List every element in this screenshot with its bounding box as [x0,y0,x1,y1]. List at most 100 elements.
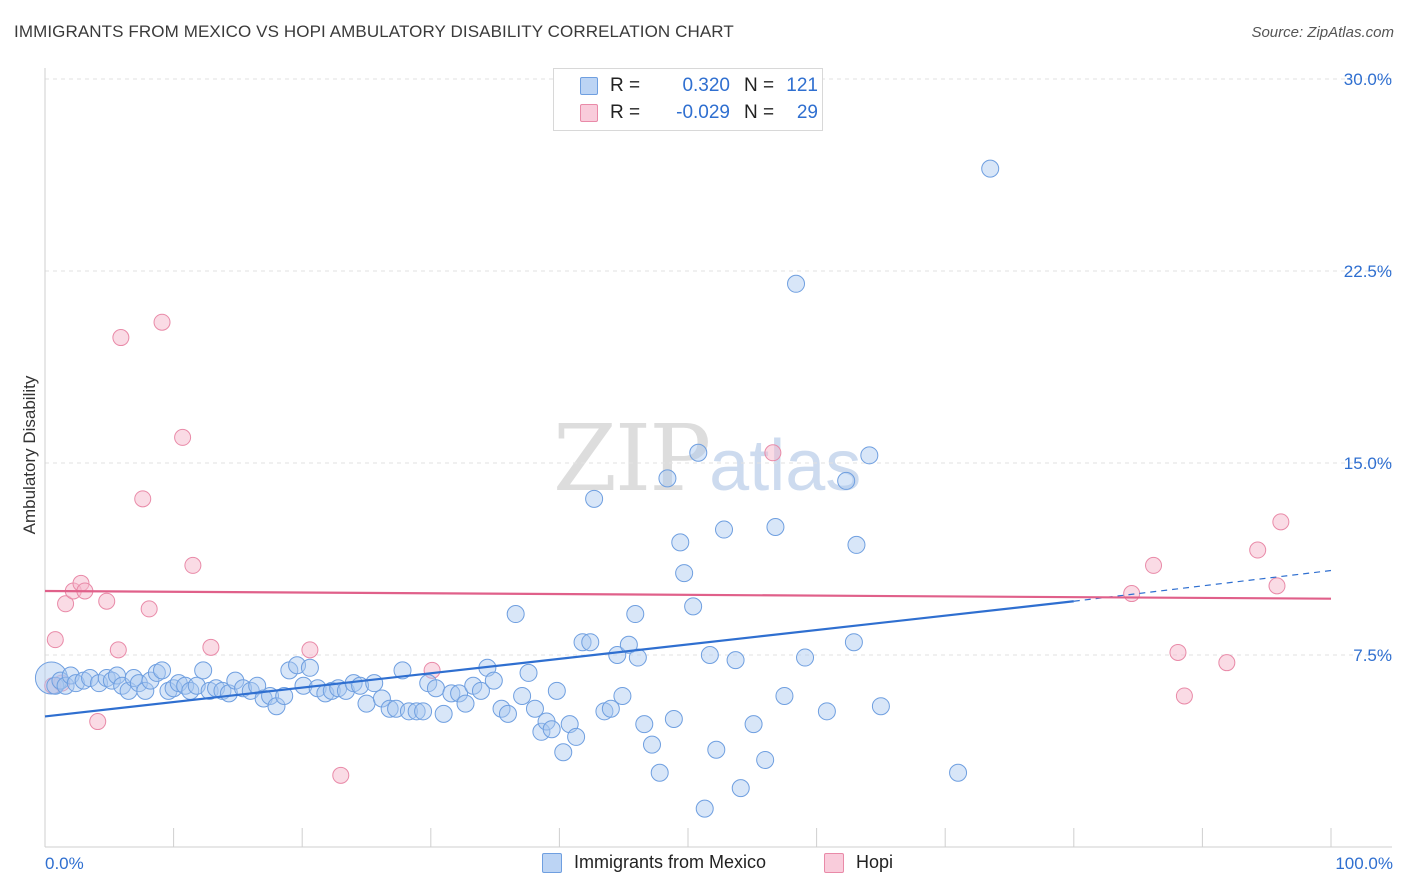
source-label: Source: ZipAtlas.com [1251,24,1394,41]
data-point-mexico [532,722,551,741]
data-point-mexico [442,684,461,703]
data-point-hopi [301,641,319,659]
mexico-points [34,159,1000,818]
trend-line-mexico [44,600,1074,718]
data-point-mexico [650,763,669,782]
data-point-hopi [46,631,64,649]
data-point-mexico [519,663,538,682]
data-point-mexico [97,669,116,688]
data-point-hopi [1175,687,1193,705]
data-point-mexico [407,702,426,721]
data-point-mexico [226,671,245,690]
legend-r-label: R = [610,102,641,123]
data-point-mexico [380,699,399,718]
data-point-mexico [434,704,453,723]
data-point-mexico [695,799,714,818]
data-point-mexico [484,671,503,690]
data-point-mexico [775,686,794,705]
data-point-mexico [471,681,490,700]
data-point-mexico [573,633,592,652]
data-point-mexico [357,694,376,713]
data-point-mexico [664,710,683,728]
data-point-mexico [372,689,391,708]
correlation-legend: R = 0.320 N = 121 R = -0.029 N = 29 [553,68,823,131]
legend-n-label: N = [744,75,775,96]
trend-line-hopi [44,589,1332,600]
legend-row-hopi: R = -0.029 N = 29 [580,100,818,126]
data-point-mexico [675,564,694,583]
data-point-mexico [619,635,638,654]
data-point-mexico [267,697,286,716]
data-point-hopi [332,766,350,784]
data-point-mexico [585,489,604,508]
hopi-points [44,313,1290,784]
data-point-mexico [787,274,806,293]
data-point-mexico [684,597,703,616]
data-point-mexico [393,661,412,680]
data-point-hopi [174,428,192,446]
data-point-mexico [159,681,178,700]
data-point-mexico [136,681,155,700]
data-point-mexico [608,646,627,664]
data-point-mexico [414,702,433,721]
legend-item-hopi: Hopi [824,852,893,873]
data-point-mexico [707,740,726,759]
data-point-mexico [102,671,121,690]
data-point-hopi [764,444,782,462]
watermark-atlas: atlas [709,426,862,506]
data-point-mexico [554,743,573,762]
data-point-hopi [1123,585,1141,603]
data-point-mexico [194,661,213,680]
data-point-mexico [871,697,890,716]
y-tick-label: 30.0% [1344,70,1392,89]
y-tick-label: 7.5% [1353,646,1392,665]
y-tick-label: 22.5% [1344,262,1392,281]
data-point-mexico [601,699,620,718]
data-point-hopi [140,600,158,618]
data-point-mexico [626,605,645,624]
data-point-mexico [700,646,719,664]
data-point-mexico [731,779,750,798]
data-point-mexico [147,663,166,682]
data-point-hopi [184,556,202,574]
series-legend: Immigrants from Mexico Hopi [0,852,1406,878]
data-point-mexico [581,633,600,652]
data-point-hopi [153,313,171,331]
data-point-mexico [426,679,445,698]
data-point-mexico [981,159,1000,178]
data-point-mexico [817,702,836,721]
data-point-mexico [456,694,475,713]
grid-lines [45,78,1392,656]
legend-label-hopi: Hopi [856,852,894,872]
data-point-mexico [949,763,968,782]
data-point-mexico [46,676,65,695]
data-point-hopi [57,595,75,613]
data-point-mexico [275,686,294,705]
data-point-mexico [613,686,632,705]
x-tick-label: 100.0% [1335,854,1393,873]
legend-n-label: N = [744,102,775,123]
data-point-hopi [98,592,116,610]
data-point-mexico [744,715,763,734]
tick-labels: 7.5% 15.0% 22.5% 30.0% 0.0% 100.0% [45,70,1393,873]
data-point-mexico [542,720,561,739]
y-axis-label: Ambulatory Disability [20,375,39,534]
legend-n-value: 121 [786,75,818,96]
data-point-mexico [671,533,690,552]
data-point-mexico [844,633,863,652]
trend-lines [44,569,1332,718]
legend-swatch-hopi [580,104,598,122]
data-point-hopi [1145,556,1163,574]
chart-title: IMMIGRANTS FROM MEXICO VS HOPI AMBULATOR… [14,22,734,41]
legend-r-label: R = [610,75,641,96]
data-point-mexico [365,674,384,693]
data-point-mexico [51,671,70,690]
data-point-mexico [635,715,654,734]
data-point-mexico [756,750,775,769]
data-point-mexico [506,605,525,624]
data-point-mexico [766,518,785,536]
data-point-mexico [860,446,879,465]
watermark-zip: ZIP [553,405,711,512]
data-point-hopi [89,713,107,731]
